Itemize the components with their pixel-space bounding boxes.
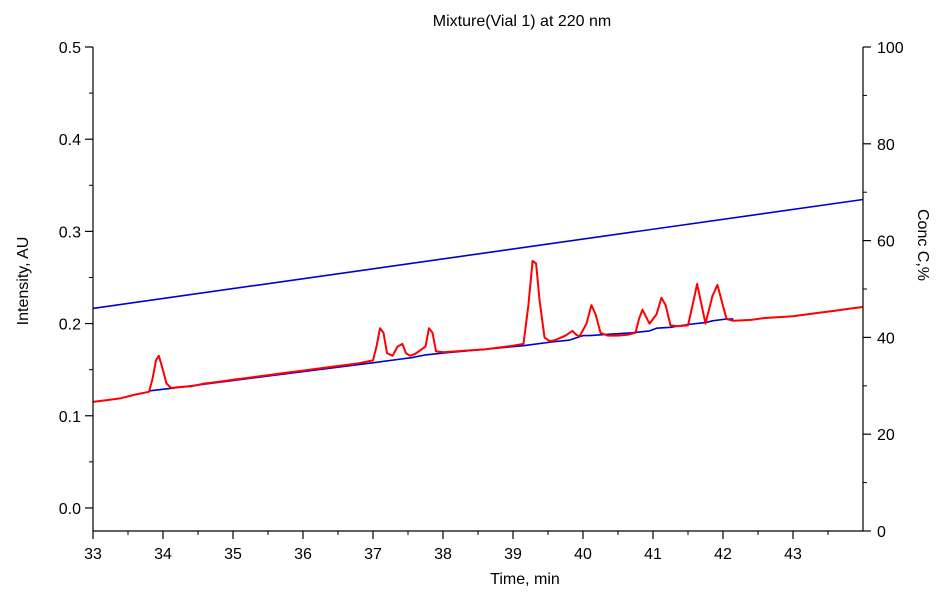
y-tick-label: 0.1 [59,409,81,426]
x-tick-label: 36 [294,546,312,563]
gradient-line [92,198,864,310]
x-tick-label: 41 [644,546,662,563]
y-axis-label: Intensity, AU [15,237,32,326]
y-tick-label: 0.5 [59,40,81,57]
x-tick-label: 37 [364,546,382,563]
x-axis-label: Time, min [490,571,560,588]
y2-tick-label: 60 [877,234,895,251]
axes: 33 34 35 36 37 38 39 40 41 42 43 0.0 0.1 0.2 0.3 0.4 0.5… [59,40,904,563]
x-tick-label: 40 [574,546,592,563]
y-tick-label: 0.2 [59,317,81,334]
y-tick-label: 0.0 [59,501,81,518]
baseline-line [148,318,734,392]
y2-tick-label: 0 [877,524,886,541]
y2-axis-label: Conc C,% [914,209,931,281]
y2-tick-label: 100 [877,40,904,57]
x-tick-label: 39 [504,546,522,563]
y2-tick-label: 40 [877,330,895,347]
x-tick-label: 34 [154,546,172,563]
signal-trace [92,259,864,403]
y2-tick-label: 80 [877,137,895,154]
x-tick-label: 43 [784,546,802,563]
plot-area [92,198,864,403]
y2-tick-label: 20 [877,427,895,444]
y-tick-label: 0.4 [59,132,81,149]
chart-title: Mixture(Vial 1) at 220 nm [433,13,611,30]
x-tick-label: 42 [714,546,732,563]
x-tick-label: 35 [224,546,242,563]
x-tick-label: 38 [434,546,452,563]
y-tick-label: 0.3 [59,224,81,241]
x-tick-label: 33 [84,546,102,563]
